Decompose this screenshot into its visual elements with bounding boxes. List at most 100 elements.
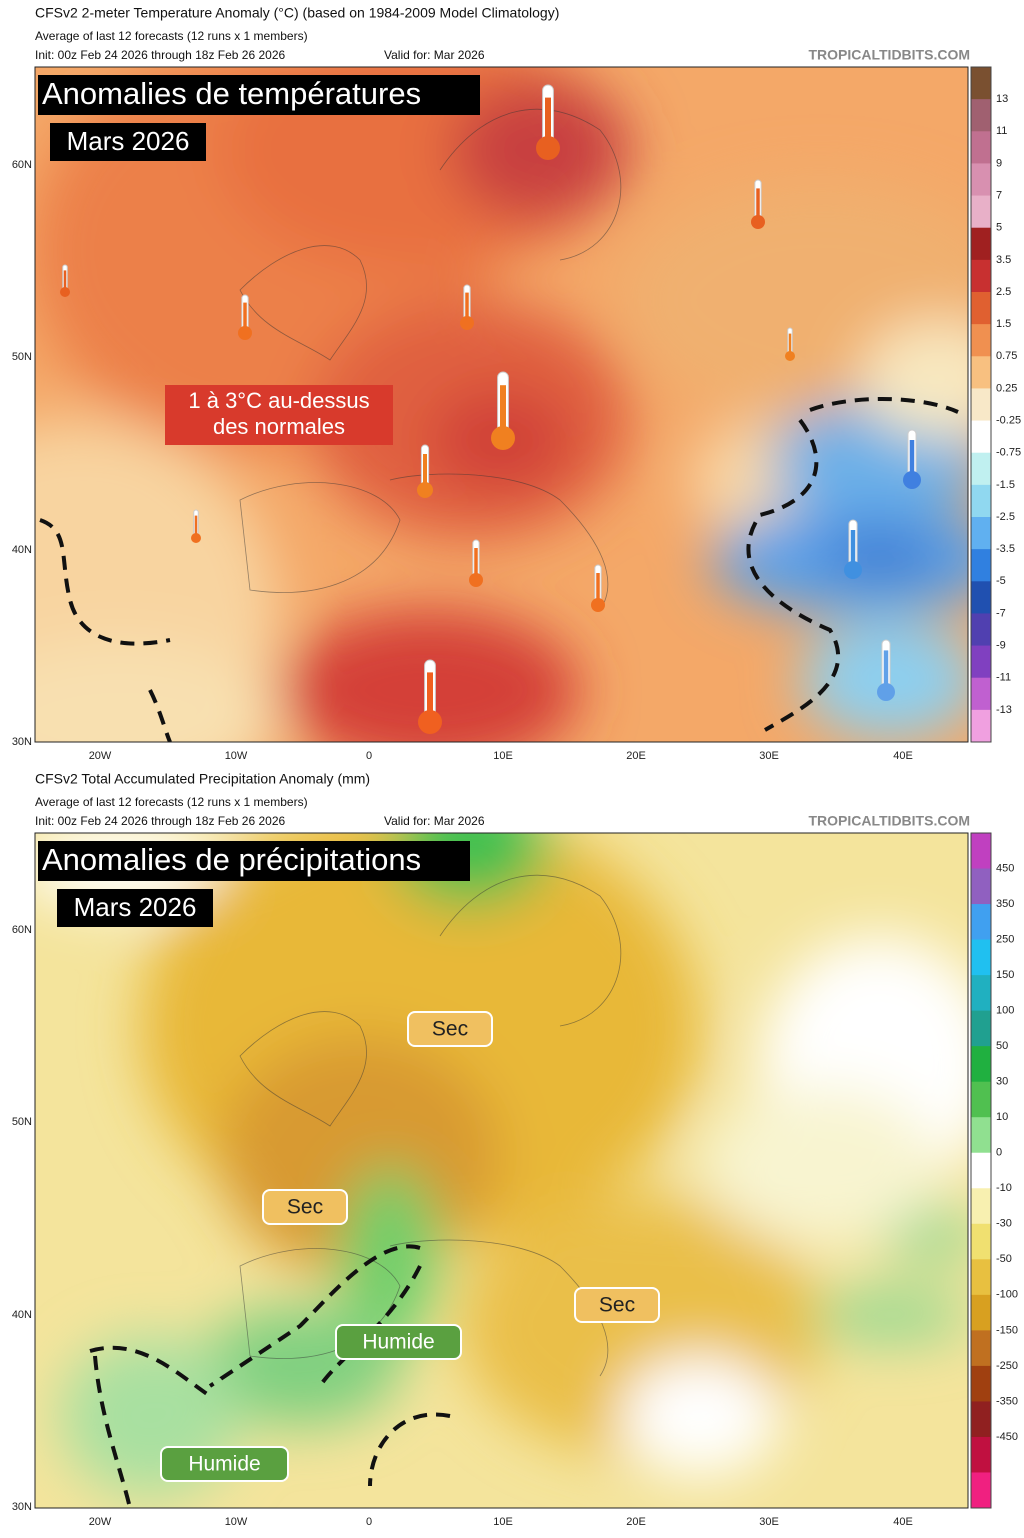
colorbar-segment	[971, 1152, 991, 1189]
colorbar-segment	[971, 388, 991, 422]
colorbar-segment	[971, 163, 991, 197]
colorbar-label: 0.25	[996, 382, 1017, 394]
colorbar-label: 350	[996, 898, 1014, 910]
annotation-box	[160, 1446, 289, 1482]
thermometer-fill	[194, 515, 198, 538]
colorbar-label: 150	[996, 969, 1014, 981]
header-title: CFSv2 2-meter Temperature Anomaly (°C) (…	[35, 5, 559, 21]
lon-label: 20W	[89, 750, 112, 762]
annotation-label: Sec	[599, 1294, 635, 1317]
lon-label: 10W	[225, 750, 248, 762]
colorbar-label: -5	[996, 575, 1006, 587]
thermometer-bulb	[238, 326, 252, 340]
colorbar-segment	[971, 324, 991, 357]
colorbar-segment	[971, 1223, 991, 1260]
colorbar-label: -100	[996, 1289, 1018, 1301]
annotation-label: Sec	[432, 1018, 468, 1041]
thermometer-fill	[243, 302, 247, 333]
colorbar-segment	[971, 1401, 991, 1438]
colorbar-segment	[971, 833, 991, 870]
lon-label: 20E	[626, 1516, 646, 1528]
thermometer-fill	[545, 97, 551, 148]
thermometer-bulb	[877, 683, 895, 701]
colorbar-segment	[971, 131, 991, 164]
colorbar-label: -150	[996, 1324, 1018, 1336]
colorbar-segment	[971, 975, 991, 1012]
annotation-box	[165, 385, 393, 445]
header-init: Init: 00z Feb 24 2026 through 18z Feb 26…	[35, 814, 286, 828]
colorbar-label: 2.5	[996, 286, 1011, 298]
dashed-contour	[809, 397, 959, 414]
thermometer-fill	[63, 270, 67, 292]
annotation-box	[407, 1011, 493, 1047]
colorbar-segment	[971, 1472, 991, 1509]
thermometer-bulb	[751, 215, 765, 229]
thermometer-bulb	[418, 710, 442, 734]
colorbar-label: 13	[996, 93, 1008, 105]
colorbar-segment	[971, 195, 991, 229]
precipitation-panel: CFSv2 Total Accumulated Precipitation An…	[12, 771, 1018, 1528]
thermometer-fill	[850, 530, 856, 570]
colorbar-segment	[971, 1259, 991, 1296]
dashed-contour	[148, 689, 172, 742]
thermometer-fill	[474, 548, 478, 580]
colorbar-label: -0.75	[996, 447, 1021, 459]
colorbar-label: -350	[996, 1395, 1018, 1407]
overlay-title: Anomalies de températures	[42, 76, 421, 111]
annotation-label: Humide	[188, 1453, 260, 1476]
dashed-contour	[39, 518, 171, 646]
thermometer-bulb	[844, 561, 862, 579]
colorbar-segment	[971, 868, 991, 905]
colorbar-label: 10	[996, 1111, 1008, 1123]
colorbar-label: 11	[996, 125, 1007, 137]
field-blob	[820, 530, 940, 580]
colorbar-segment	[971, 67, 991, 100]
colorbar-segment	[971, 613, 991, 647]
dashed-contour	[89, 1345, 212, 1508]
thermometer-bulb	[60, 287, 70, 297]
lat-label: 60N	[12, 924, 32, 936]
colorbar-label: 50	[996, 1040, 1008, 1052]
colorbar-label: -13	[996, 704, 1012, 716]
lon-label: 0	[366, 750, 372, 762]
coastline	[239, 874, 622, 1377]
annotation-box	[262, 1189, 348, 1225]
overlay-date: Mars 2026	[74, 892, 197, 922]
lon-label: 10W	[225, 1516, 248, 1528]
colorbar-label: -1.5	[996, 479, 1015, 491]
thermometer-fill	[788, 333, 792, 356]
temperature-panel: CFSv2 2-meter Temperature Anomaly (°C) (…	[12, 5, 1021, 762]
annotation-box	[335, 1324, 462, 1360]
colorbar-label: 3.5	[996, 254, 1011, 266]
annotation-label: Sec	[287, 1196, 323, 1219]
site-watermark: TROPICALTIDBITS.COM	[808, 47, 970, 63]
annotation-line: 1 à 3°C au-dessus	[188, 388, 369, 413]
colorbar-segment	[971, 356, 991, 389]
map-frame	[34, 832, 969, 1509]
colorbar-label: -250	[996, 1360, 1018, 1372]
field-blob	[340, 1166, 440, 1346]
field-blob	[860, 320, 968, 440]
lon-label: 30E	[759, 1516, 779, 1528]
field-blob	[810, 1291, 968, 1341]
colorbar-segment	[971, 1294, 991, 1331]
coastline	[239, 108, 622, 611]
colorbar-frame	[970, 66, 992, 743]
colorbar-label: -9	[996, 639, 1006, 651]
lat-label: 60N	[12, 159, 32, 171]
lon-label: 30E	[759, 750, 779, 762]
annotation-line: des normales	[213, 414, 345, 439]
thermometer-fill	[883, 650, 889, 692]
dashed-contour	[208, 1244, 421, 1388]
colorbar-segment	[971, 645, 991, 679]
thermometer-bulb	[491, 426, 515, 450]
lon-label: 20E	[626, 750, 646, 762]
thermometer-fill	[756, 188, 760, 222]
colorbar-segment	[971, 549, 991, 582]
colorbar-segment	[971, 1010, 991, 1047]
colorbar-segment	[971, 1365, 991, 1402]
colorbar-label: -7	[996, 607, 1006, 619]
dashed-contour	[318, 1265, 422, 1388]
lat-label: 50N	[12, 1116, 32, 1128]
colorbar-label: 9	[996, 157, 1002, 169]
